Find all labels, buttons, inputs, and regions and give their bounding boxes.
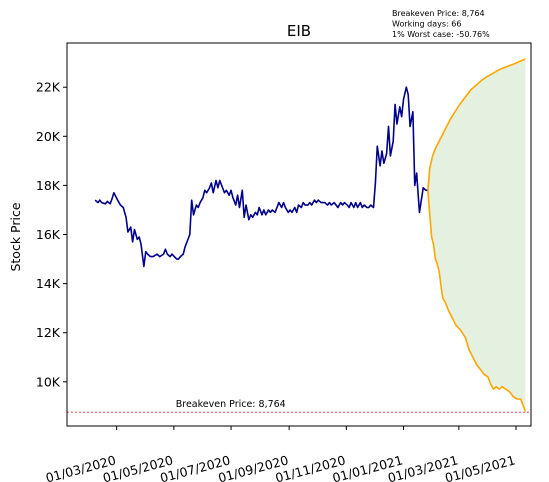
y-axis: 10K 12K 14K 16K 18K 20K 22K [36, 80, 67, 389]
band-area [427, 58, 526, 412]
info-line: Breakeven Price: 8,764 [392, 9, 485, 18]
uncertainty-band [427, 58, 526, 412]
y-tick-label: 14K [36, 276, 61, 291]
y-tick-label: 10K [36, 374, 61, 389]
breakeven-layer: Breakeven Price: 8,764 [67, 399, 531, 413]
y-tick-label: 12K [36, 325, 61, 340]
series-line-lower-bound [427, 190, 527, 412]
x-axis: 01/03/202001/05/202001/07/202001/09/2020… [44, 426, 517, 482]
series-line-upper-bound [427, 58, 526, 191]
chart-title: EIB [287, 22, 311, 40]
info-line: Working days: 66 [392, 20, 461, 29]
breakeven-label: Breakeven Price: 8,764 [176, 399, 286, 410]
y-tick-label: 22K [36, 80, 61, 95]
series-line-history [94, 86, 428, 268]
y-tick-label: 18K [36, 178, 61, 193]
series-layer [94, 58, 527, 412]
y-tick-label: 16K [36, 227, 61, 242]
info-box: Breakeven Price: 8,764 Working days: 661%… [392, 9, 490, 39]
y-axis-label: Stock Price [8, 202, 23, 271]
info-line: 1% Worst case: -50.76% [392, 30, 490, 39]
y-tick-label: 20K [36, 129, 61, 144]
